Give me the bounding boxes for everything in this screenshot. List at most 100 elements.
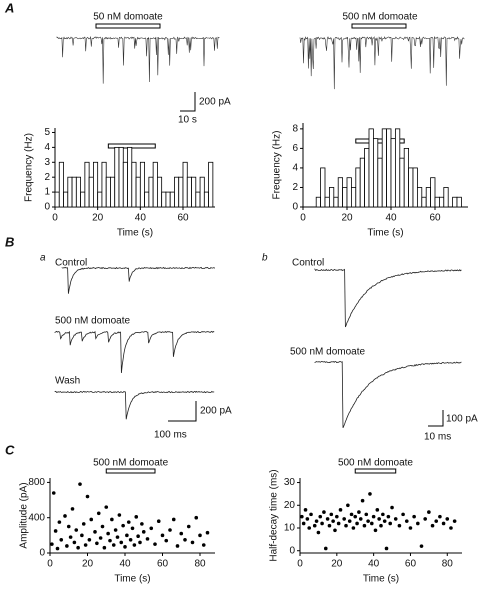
point [104, 505, 109, 509]
trace-label: 500 nM domoate [342, 12, 417, 23]
point [364, 512, 369, 517]
point [358, 517, 363, 521]
point [329, 512, 334, 517]
scale-bars [95, 23, 444, 427]
point [416, 521, 420, 526]
x-axis-label: Time (s) [114, 574, 150, 585]
bar [71, 176, 77, 208]
bar [315, 196, 322, 208]
point [368, 492, 372, 496]
point [145, 537, 150, 541]
bar [88, 176, 94, 208]
bar [368, 128, 374, 208]
bar [80, 191, 86, 208]
point [186, 524, 191, 529]
point [130, 526, 135, 531]
point [55, 546, 60, 551]
bar [346, 177, 352, 208]
point [51, 491, 56, 495]
sub-label: a [40, 253, 46, 264]
scale-label: 10 ms [424, 432, 451, 443]
point [132, 543, 137, 547]
x-tick-label: 80 [442, 559, 454, 570]
bar [421, 196, 427, 208]
point [305, 517, 310, 521]
y-axis-label: Frequency (Hz) [272, 131, 283, 200]
y-tick-label: 4 [44, 142, 50, 153]
x-tick-label: 20 [331, 559, 343, 570]
bar [324, 196, 330, 208]
point [78, 482, 82, 486]
point [344, 523, 348, 528]
x-tick-label: 40 [385, 213, 397, 224]
point [65, 544, 69, 548]
scale-label: 10 s [178, 115, 197, 126]
current-trace [314, 360, 462, 429]
y-tick-label: 10 [284, 523, 296, 534]
point [63, 514, 67, 518]
point [95, 541, 99, 546]
point [434, 519, 439, 523]
point [140, 522, 144, 526]
y-tick-label: 20 [284, 500, 296, 511]
scale-bar [180, 92, 196, 112]
point [452, 519, 457, 523]
bar [342, 187, 348, 208]
trace-label: Control [55, 258, 87, 269]
point [201, 543, 206, 547]
point [379, 523, 383, 528]
point [80, 533, 84, 538]
bar [75, 176, 82, 208]
point [57, 520, 62, 524]
bar [359, 157, 366, 208]
point [303, 508, 308, 512]
point [160, 533, 165, 538]
point [136, 534, 140, 539]
point [68, 535, 73, 539]
point [373, 528, 378, 533]
current-trace [61, 266, 216, 294]
point [366, 519, 370, 523]
current-trace [56, 35, 220, 84]
x-tick-label: 20 [341, 213, 353, 224]
y-tick-label: 400 [28, 512, 45, 523]
bar [381, 128, 388, 208]
point [347, 519, 352, 523]
point [149, 526, 154, 531]
point [342, 517, 346, 521]
point [390, 505, 394, 510]
y-tick-label: 30 [284, 477, 296, 488]
annotation: 500 nM domoate [338, 458, 413, 469]
panel-label: A [4, 0, 14, 15]
point [134, 515, 139, 519]
point [404, 519, 409, 523]
point [377, 517, 381, 521]
point [419, 544, 424, 548]
bar [122, 161, 128, 208]
point [100, 524, 105, 529]
bar [118, 146, 124, 208]
point [381, 512, 385, 517]
point [300, 514, 304, 519]
bar [456, 196, 462, 208]
point [393, 517, 398, 521]
point [320, 521, 324, 526]
point [179, 531, 184, 536]
point [85, 494, 90, 499]
y-tick-label: 0 [289, 545, 295, 556]
scale-label: 200 pA [199, 97, 231, 108]
bar [377, 157, 383, 208]
bar [105, 176, 111, 208]
y-tick-label: 0 [292, 202, 298, 213]
bar [178, 176, 184, 208]
point [301, 521, 306, 526]
point [126, 520, 131, 524]
trace-label: Wash [55, 376, 80, 387]
bar [416, 187, 423, 208]
point [183, 537, 187, 542]
point [325, 517, 330, 521]
x-tick-label: 60 [405, 559, 417, 570]
y-tick-label: 2 [44, 172, 50, 183]
point [110, 517, 114, 522]
